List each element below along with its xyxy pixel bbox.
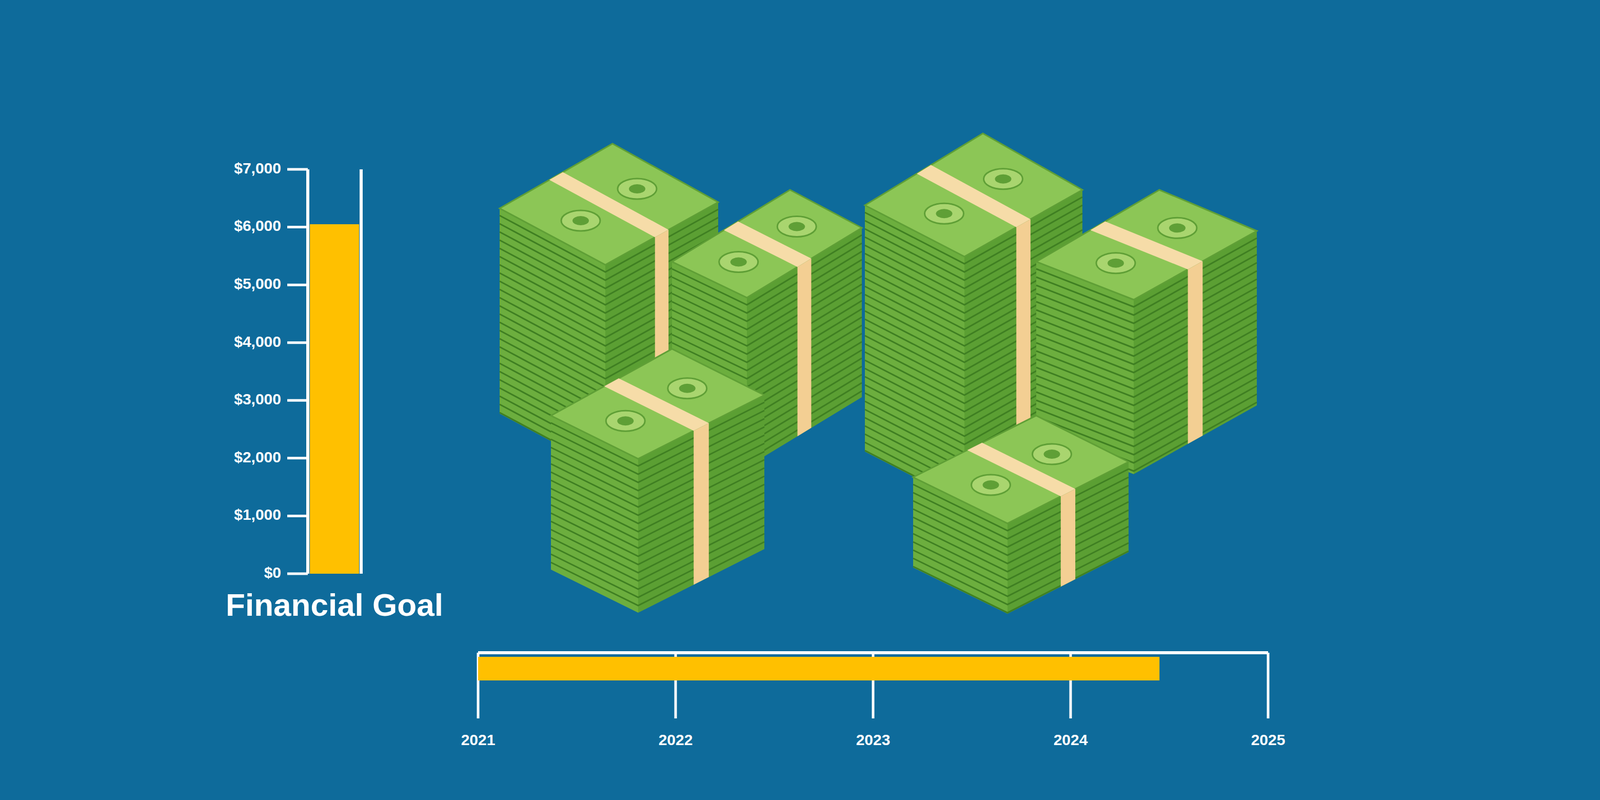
bill-emblem: [719, 251, 759, 273]
band-top: [1090, 221, 1203, 270]
bill-emblem: [777, 216, 817, 237]
x-tick-label: 2025: [1251, 731, 1286, 748]
x-tick-label: 2024: [1053, 731, 1089, 748]
y-tick: [287, 399, 308, 402]
stack-top: [550, 348, 765, 459]
bill-emblem: [667, 378, 707, 399]
y-tick: [287, 283, 308, 287]
stack-top: [1036, 189, 1257, 300]
bill-portrait: [1169, 223, 1186, 233]
bill-edge: [672, 284, 862, 354]
bill-edge: [913, 542, 1129, 605]
y-tick-label: $6,000: [233, 216, 282, 234]
bill-portrait: [679, 383, 696, 393]
y-tick-label: $1,000: [233, 505, 282, 523]
bill-edge: [672, 275, 862, 346]
bill-emblem: [1032, 443, 1072, 465]
y-tick-label: $7,000: [233, 159, 282, 177]
canvas: $0 $1,000 $2,000 $3,000 $4,000 $5,000 $6,000 $7…: [0, 0, 1600, 800]
bars: [309, 224, 360, 574]
bill-edge: [550, 533, 765, 598]
band-top: [967, 442, 1076, 497]
bill-portrait: [730, 257, 747, 267]
bill-portrait: [995, 174, 1012, 184]
bill-emblem: [605, 410, 645, 431]
stack-top: [864, 133, 1083, 257]
bill-portrait: [1107, 258, 1124, 268]
band-top: [604, 378, 709, 431]
band-side: [1188, 261, 1203, 444]
bill-edge: [672, 300, 862, 371]
band-top: [916, 165, 1031, 228]
money-stack: [550, 348, 765, 613]
y-axis: [306, 169, 310, 574]
band-side: [797, 258, 812, 437]
money-stack: [913, 415, 1129, 614]
band-top: [723, 221, 812, 268]
x-tick-label: 2021: [461, 731, 496, 748]
bill-emblem: [561, 210, 601, 231]
x-tick-label: 2022: [658, 731, 694, 748]
band-top: [549, 171, 669, 237]
bill-portrait: [617, 416, 634, 426]
bill-portrait: [788, 222, 805, 232]
goal-chart: $0 $1,000 $2,000 $3,000 $4,000 $5,000 $6,000 $7…: [225, 159, 444, 623]
stack-top: [913, 415, 1129, 524]
bill-edge: [913, 509, 1129, 572]
bill-edge: [913, 526, 1129, 588]
bill-portrait: [982, 480, 1000, 490]
y-tick-label: $5,000: [233, 274, 282, 292]
bill-emblem: [617, 178, 657, 200]
bill-portrait: [572, 215, 589, 226]
y-tick-label: $4,000: [233, 332, 282, 350]
bill-portrait: [936, 208, 953, 219]
bill-emblem: [971, 474, 1011, 496]
y-tick: [287, 456, 308, 460]
x-tick-label: 2023: [856, 731, 891, 748]
y-tick-label: $0: [264, 563, 282, 581]
y-tick: [287, 168, 308, 171]
timeline-chart: 2021 2022 2023 2024 2025: [461, 652, 1286, 748]
background: [0, 0, 1600, 800]
band-side: [1060, 488, 1076, 587]
bill-emblem: [983, 168, 1023, 190]
bill-edge: [913, 550, 1129, 613]
bar: [478, 656, 1160, 681]
y-tick-label: $3,000: [233, 390, 282, 408]
frame-right: [359, 169, 363, 574]
bill-portrait: [1043, 449, 1061, 459]
bill-edge: [913, 534, 1129, 597]
axis-label: Financial Goal: [225, 586, 444, 623]
stack-top: [499, 143, 719, 265]
band-side: [693, 423, 709, 585]
stack-top: [672, 189, 862, 298]
bill-edge: [672, 292, 862, 363]
x-tick: [1267, 652, 1270, 719]
y-tick-label: $2,000: [233, 448, 282, 466]
money-stacks: [499, 133, 1257, 614]
bar: [309, 224, 360, 574]
y-tick: [287, 225, 308, 229]
bars: [478, 656, 1160, 681]
y-tick: [287, 514, 308, 518]
y-tick: [287, 572, 308, 576]
bill-edge: [550, 541, 765, 606]
bill-emblem: [1096, 252, 1136, 274]
y-tick: [287, 341, 308, 344]
bill-edge: [913, 518, 1129, 580]
bill-portrait: [628, 184, 646, 194]
bill-emblem: [924, 203, 964, 224]
x-axis: [478, 650, 1269, 655]
bill-emblem: [1157, 217, 1197, 239]
